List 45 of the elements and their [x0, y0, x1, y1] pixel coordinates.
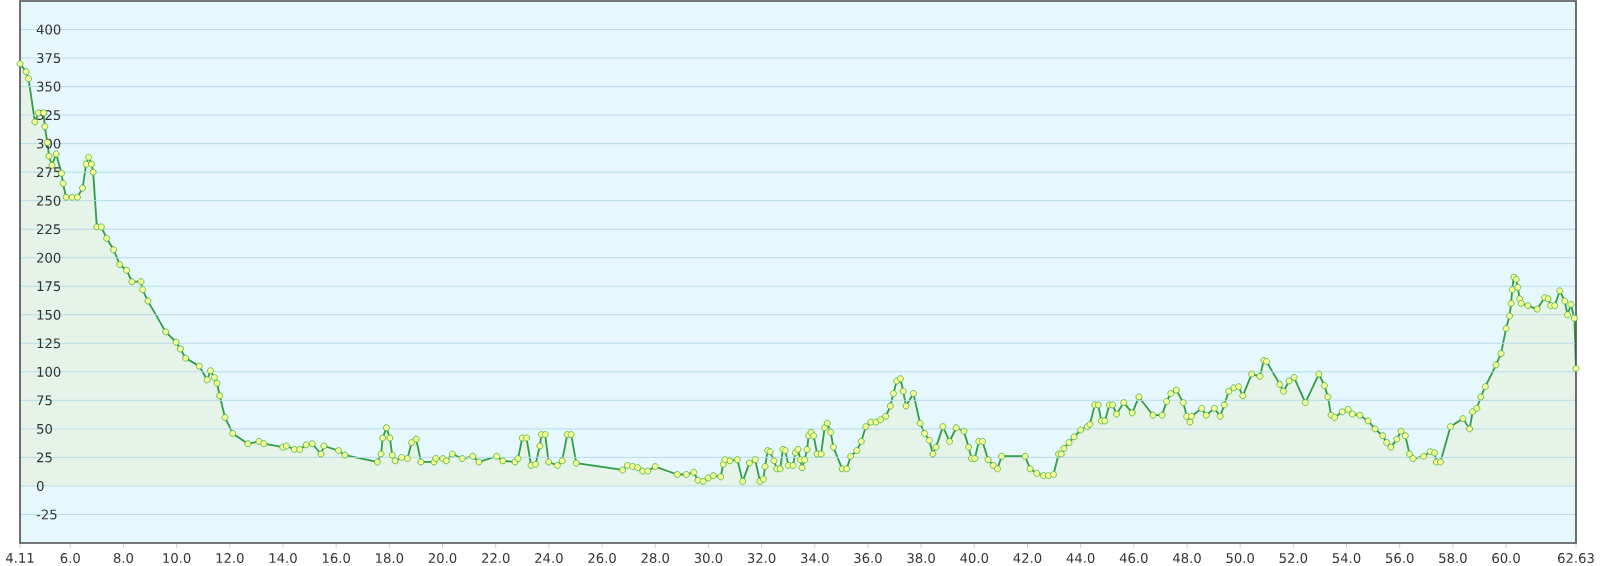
y-tick-label: 25: [37, 452, 52, 463]
y-tick-label: -25: [36, 509, 57, 520]
x-tick-label: 60.0: [1492, 553, 1520, 564]
x-tick-label: 46.0: [1119, 553, 1148, 564]
y-tick-label: 350: [37, 81, 61, 92]
x-tick-label: 50.0: [1226, 553, 1254, 564]
y-tick-label: 0: [36, 480, 44, 491]
x-tick-label: 4.11: [5, 553, 34, 563]
y-tick-label: 250: [37, 195, 61, 206]
x-tick-label: 26.0: [588, 553, 616, 564]
x-tick-label: 8.0: [113, 553, 134, 564]
x-tick-label: 48.0: [1172, 553, 1201, 564]
x-tick-label: 14.0: [269, 553, 297, 564]
x-tick-label: 36.0: [854, 553, 882, 564]
x-tick-label: 28.0: [641, 553, 670, 564]
x-tick-label: 44.0: [1066, 553, 1095, 564]
y-tick-label: 200: [37, 252, 61, 263]
x-tick-label: 30.0: [694, 553, 723, 564]
y-tick-label: 175: [37, 281, 61, 292]
x-tick-label: 62.63: [1558, 553, 1594, 564]
x-tick-label: 24.0: [535, 553, 563, 564]
x-tick-label: 22.0: [481, 553, 510, 564]
x-tick-label: 54.0: [1332, 553, 1361, 564]
y-tick-label: 400: [36, 24, 61, 35]
y-tick-label: 150: [37, 309, 61, 320]
x-tick-label: 52.0: [1279, 553, 1308, 564]
x-tick-label: 40.0: [960, 553, 989, 564]
x-tick-label: 32.0: [747, 553, 776, 564]
y-tick-label: 50: [37, 423, 52, 434]
x-tick-label: 56.0: [1386, 553, 1414, 564]
y-tick-label: 375: [37, 53, 61, 64]
x-tick-label: 34.0: [801, 553, 829, 564]
y-tick-label: 125: [37, 338, 61, 349]
x-tick-label: 58.0: [1439, 553, 1467, 564]
x-tick-label: 10.0: [163, 553, 191, 564]
x-tick-label: 18.0: [376, 553, 404, 564]
x-tick-label: 42.0: [1013, 553, 1042, 564]
x-tick-label: 16.0: [322, 553, 350, 564]
y-tick-label: 225: [37, 224, 61, 235]
x-tick-label: 12.0: [216, 553, 244, 564]
x-tick-label: 6.0: [60, 553, 80, 564]
y-tick-label: 100: [37, 366, 61, 377]
y-tick-label: 75: [37, 395, 52, 406]
x-tick-label: 20.0: [428, 553, 457, 564]
x-tick-label: 38.0: [907, 553, 935, 564]
